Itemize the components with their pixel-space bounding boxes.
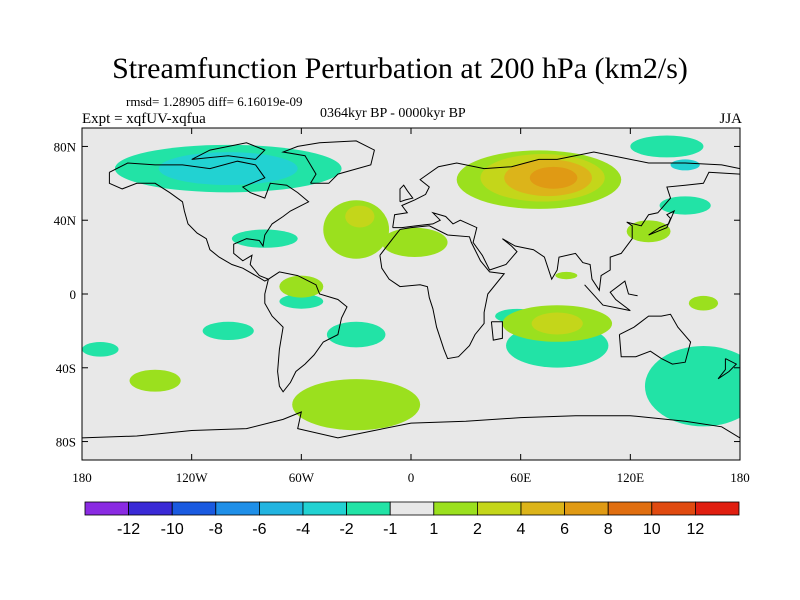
period-label: 0364kyr BP - 0000kyr BP bbox=[320, 106, 466, 121]
field-region-1 bbox=[158, 152, 298, 186]
lat-tick-label: 40S bbox=[56, 361, 76, 376]
field-region-27 bbox=[688, 295, 719, 311]
colorbar-swatch bbox=[171, 501, 217, 516]
longitude-ticks: 180 120W 60W 0 60E 120E 180 bbox=[72, 128, 750, 485]
lat-tick-label: 40N bbox=[54, 213, 77, 228]
colorbar-swatch bbox=[564, 501, 609, 516]
coastline-0 bbox=[108, 160, 310, 282]
coastline-1 bbox=[281, 140, 375, 184]
field-region-2 bbox=[231, 229, 298, 248]
colorbar-swatch bbox=[389, 501, 435, 516]
colorbar-swatch bbox=[84, 501, 129, 516]
field-region-16 bbox=[529, 166, 578, 189]
streamfunction-field bbox=[82, 135, 740, 431]
field-region-18 bbox=[345, 205, 375, 228]
colorbar-swatch bbox=[258, 501, 304, 516]
colorbar-label: -4 bbox=[296, 521, 310, 538]
field-region-20 bbox=[279, 275, 324, 298]
colorbar-label: 1 bbox=[429, 521, 438, 538]
coastline-9 bbox=[618, 313, 692, 365]
colorbar-label: 2 bbox=[473, 521, 482, 538]
colorbar-swatch bbox=[433, 501, 478, 516]
field-region-22 bbox=[292, 379, 421, 431]
colorbar-label: 6 bbox=[560, 521, 569, 538]
field-region-21 bbox=[129, 369, 181, 392]
field-region-19 bbox=[381, 227, 448, 257]
lon-tick-label: 120W bbox=[176, 470, 209, 485]
field-region-25 bbox=[626, 220, 671, 243]
lon-tick-label: 180 bbox=[730, 470, 750, 485]
coastline-3 bbox=[392, 151, 740, 228]
colorbar-swatch bbox=[520, 501, 565, 516]
lon-tick-label: 60W bbox=[289, 470, 315, 485]
coastline-8 bbox=[648, 209, 676, 236]
colorbar-swatch bbox=[302, 501, 347, 516]
field-region-6 bbox=[326, 321, 386, 348]
field-region-3 bbox=[279, 294, 324, 309]
field-region-4 bbox=[202, 321, 254, 341]
colorbar-swatch bbox=[346, 501, 391, 516]
colorbar-swatch bbox=[215, 501, 260, 516]
coastline-2 bbox=[264, 271, 348, 393]
colorbar-label: -1 bbox=[383, 521, 397, 538]
colorbar-swatch bbox=[128, 501, 173, 516]
coastline-12 bbox=[399, 184, 414, 203]
colorbar: -12 -10 -8 -6 -4 -2 -1 1 2 4 6 8 10 12 bbox=[84, 501, 740, 538]
lat-tick-label: 80N bbox=[54, 139, 77, 154]
coastlines bbox=[82, 140, 740, 439]
lon-tick-label: 60E bbox=[510, 470, 531, 485]
experiment-label: Expt = xqfUV-xqfua bbox=[82, 111, 206, 127]
colorbar-label: -2 bbox=[339, 521, 353, 538]
map-title: Streamfunction Perturbation at 200 hPa (… bbox=[112, 52, 688, 85]
colorbar-label: 10 bbox=[643, 521, 661, 538]
lat-tick-label: 80S bbox=[56, 435, 76, 450]
colorbar-swatch bbox=[607, 501, 653, 516]
colorbar-label: 4 bbox=[517, 521, 526, 538]
field-region-8 bbox=[659, 196, 711, 215]
colorbar-swatch bbox=[651, 501, 696, 516]
coastline-13 bbox=[82, 411, 740, 439]
coastline-10 bbox=[717, 358, 738, 380]
coastline-7 bbox=[490, 321, 503, 341]
coastline-5 bbox=[379, 225, 506, 360]
coastline-14 bbox=[191, 142, 266, 160]
coastline-6 bbox=[472, 171, 740, 292]
colorbar-swatch bbox=[476, 501, 522, 516]
lon-tick-label: 0 bbox=[408, 470, 415, 485]
colorbar-swatch bbox=[695, 501, 740, 516]
lon-tick-label: 120E bbox=[617, 470, 645, 485]
field-region-10 bbox=[644, 346, 740, 427]
colorbar-label: -12 bbox=[117, 521, 140, 538]
colorbar-label: -10 bbox=[161, 521, 184, 538]
lat-tick-label: 0 bbox=[70, 287, 77, 302]
field-region-24 bbox=[531, 312, 583, 335]
field-region-7 bbox=[630, 135, 704, 158]
colorbar-label: -8 bbox=[209, 521, 223, 538]
season-label: JJA bbox=[719, 111, 742, 127]
field-region-26 bbox=[555, 271, 578, 280]
lon-tick-label: 180 bbox=[72, 470, 92, 485]
coastline-4 bbox=[392, 211, 478, 236]
field-region-5 bbox=[82, 342, 119, 357]
latitude-ticks: 80N 40N 0 40S 80S bbox=[54, 139, 740, 450]
colorbar-label: 8 bbox=[604, 521, 613, 538]
coastline-11 bbox=[584, 280, 638, 312]
field-region-9 bbox=[670, 159, 700, 171]
colorbar-label: -6 bbox=[252, 521, 266, 538]
colorbar-label: 12 bbox=[687, 521, 705, 538]
stats-line: rmsd= 1.28905 diff= 6.16019e-09 bbox=[126, 94, 303, 109]
